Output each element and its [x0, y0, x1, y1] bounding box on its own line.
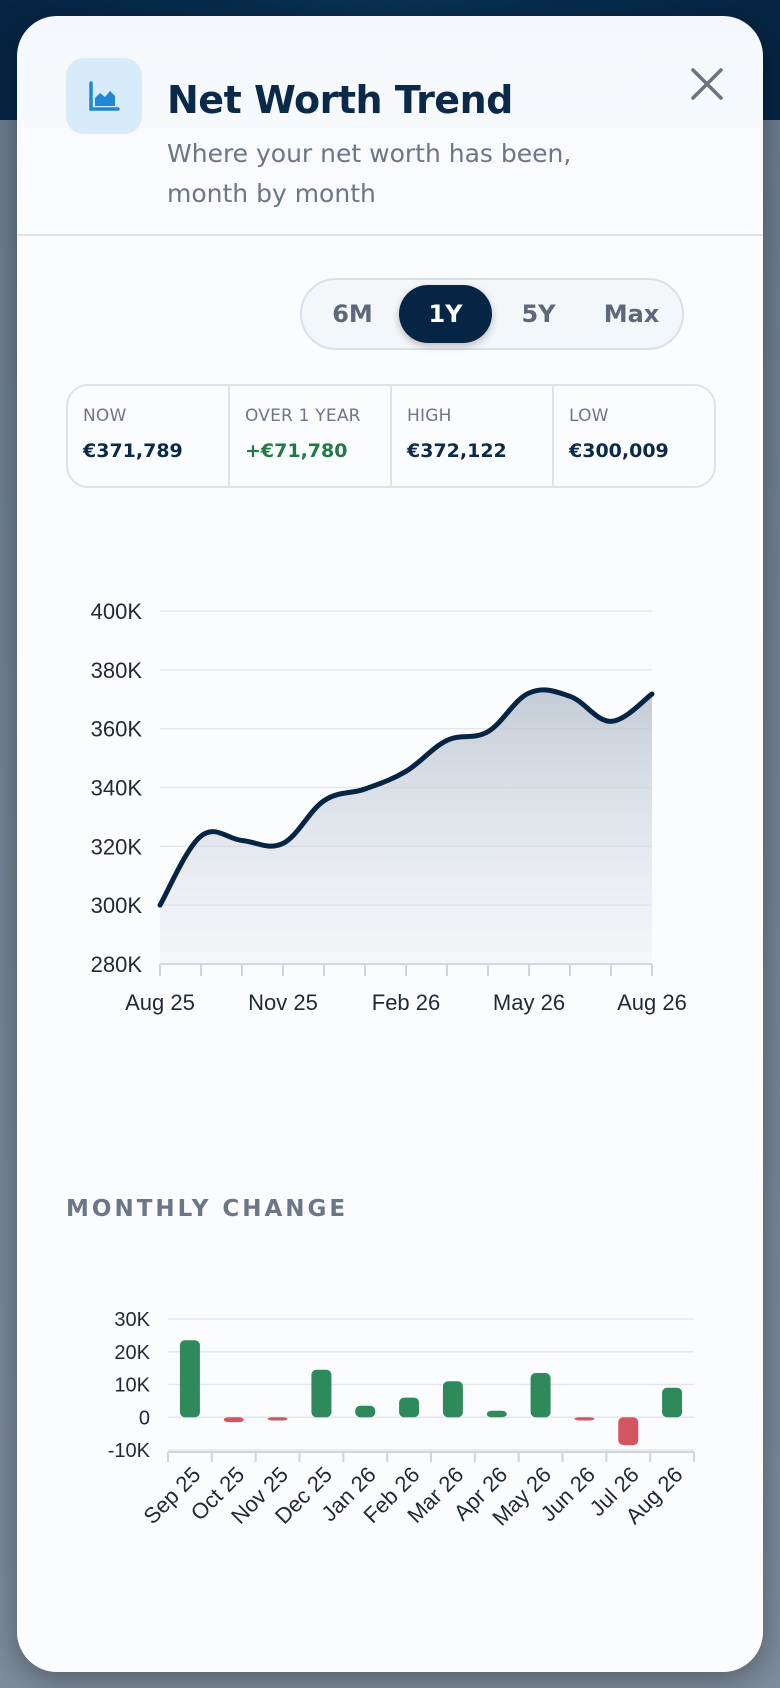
y-tick-label: 30K: [114, 1309, 150, 1331]
monthly-change-bar: [355, 1405, 376, 1418]
range-tab-1y[interactable]: 1Y: [399, 285, 492, 343]
summary-stats: NOW €371,789 OVER 1 YEAR +€71,780 HIGH €…: [66, 384, 716, 488]
x-tick-label: Aug 25: [125, 990, 195, 1015]
monthly-change-bar: [267, 1417, 288, 1421]
y-tick-label: 340K: [91, 776, 143, 801]
net-worth-area: [160, 689, 652, 964]
stat-label: NOW: [83, 406, 127, 426]
range-tab-5y[interactable]: 5Y: [521, 300, 556, 328]
dialog-subtitle: Where your net worth has been, month by …: [167, 139, 572, 208]
x-tick-label: Aug 26: [617, 990, 687, 1015]
monthly-change-bar: [442, 1381, 463, 1418]
stat-label: LOW: [569, 406, 609, 426]
stat-value: €300,009: [569, 440, 669, 462]
monthly-change-bar: [223, 1417, 244, 1423]
area-chart-icon: [66, 58, 142, 134]
close-button[interactable]: [679, 56, 735, 112]
y-tick-label: 10K: [114, 1375, 150, 1397]
y-tick-label: 20K: [114, 1342, 150, 1364]
y-tick-label: 320K: [91, 834, 143, 859]
stat-value: €371,789: [83, 440, 183, 462]
stat-value: +€71,780: [245, 440, 348, 462]
y-tick-label: 380K: [91, 658, 143, 683]
range-tab-max[interactable]: Max: [603, 300, 660, 328]
stat-now: NOW €371,789: [68, 386, 230, 486]
dialog-header: Net Worth Trend Where your net worth has…: [17, 16, 763, 236]
monthly-change-bar: [399, 1397, 420, 1418]
monthly-change-heading: MONTHLY CHANGE: [66, 1196, 349, 1222]
monthly-change-bar: [486, 1410, 507, 1418]
monthly-change-bar: [662, 1387, 683, 1418]
x-tick-label: Feb 26: [372, 990, 441, 1015]
monthly-change-bar: [618, 1417, 639, 1446]
monthly-change-bar: [179, 1340, 200, 1418]
x-tick-label: May 26: [493, 990, 565, 1015]
net-worth-line: [157, 687, 655, 908]
net-worth-trend-dialog: Net Worth Trend Where your net worth has…: [17, 16, 763, 1672]
stat-over-1-year: OVER 1 YEAR +€71,780: [230, 386, 392, 486]
close-icon: [691, 68, 723, 100]
net-worth-line-chart: 280K 300K 320K 340K 360K 380K 400K Aug 25 Nov 25…: [91, 599, 687, 1015]
x-tick-label: Sep 25: [138, 1462, 205, 1529]
y-tick-label: 360K: [91, 717, 143, 742]
monthly-change-bar: [574, 1417, 595, 1421]
monthly-change-bar: [311, 1369, 332, 1418]
stat-low: LOW €300,009: [554, 386, 714, 486]
y-tick-label: 280K: [91, 952, 143, 977]
y-tick-label: 0: [139, 1407, 150, 1429]
dialog-title: Net Worth Trend: [167, 78, 513, 122]
y-tick-label: 400K: [91, 599, 143, 624]
stat-high: HIGH €372,122: [392, 386, 554, 486]
y-tick-label: -10K: [108, 1440, 151, 1462]
y-tick-label: 300K: [91, 893, 143, 918]
stat-label: HIGH: [407, 406, 452, 426]
monthly-change-bar: [530, 1373, 551, 1418]
stat-value: €372,122: [407, 440, 507, 462]
range-tab-6m[interactable]: 6M: [332, 300, 373, 328]
stat-label: OVER 1 YEAR: [245, 406, 361, 426]
range-selector: 6M 1Y 5Y Max: [300, 278, 684, 350]
x-tick-label: Nov 25: [248, 990, 318, 1015]
